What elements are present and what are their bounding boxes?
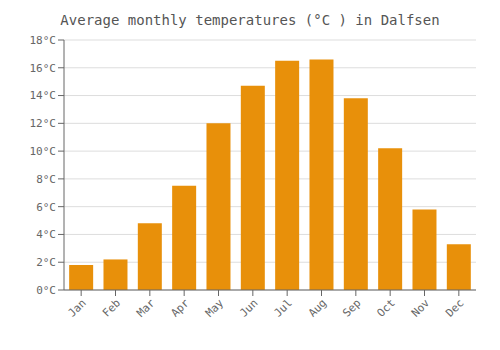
svg-text:16°C: 16°C [30, 62, 57, 75]
svg-text:10°C: 10°C [30, 145, 57, 158]
svg-text:18°C: 18°C [30, 34, 57, 47]
svg-text:Jan: Jan [66, 296, 89, 319]
svg-text:May: May [203, 296, 227, 320]
svg-text:0°C: 0°C [36, 284, 56, 297]
svg-text:Aug: Aug [306, 296, 329, 319]
svg-text:Apr: Apr [169, 296, 193, 320]
svg-text:Feb: Feb [100, 296, 123, 319]
svg-text:14°C: 14°C [30, 89, 57, 102]
svg-text:Oct: Oct [375, 296, 398, 319]
svg-text:4°C: 4°C [36, 228, 56, 241]
svg-text:2°C: 2°C [36, 256, 56, 269]
svg-text:Mar: Mar [134, 296, 158, 320]
html-text:Average monthly temperatures (: Average monthly temperatures (°C ) in Da… [60, 12, 440, 28]
svg-text:Dec: Dec [443, 296, 466, 319]
svg-text:6°C: 6°C [36, 201, 56, 214]
svg-text:8°C: 8°C [36, 173, 56, 186]
svg-text:Jun: Jun [237, 296, 260, 319]
svg-text:12°C: 12°C [30, 117, 57, 130]
svg-text:Sep: Sep [340, 296, 363, 319]
svg-text:Jul: Jul [272, 296, 295, 319]
svg-text:Nov: Nov [409, 296, 433, 320]
